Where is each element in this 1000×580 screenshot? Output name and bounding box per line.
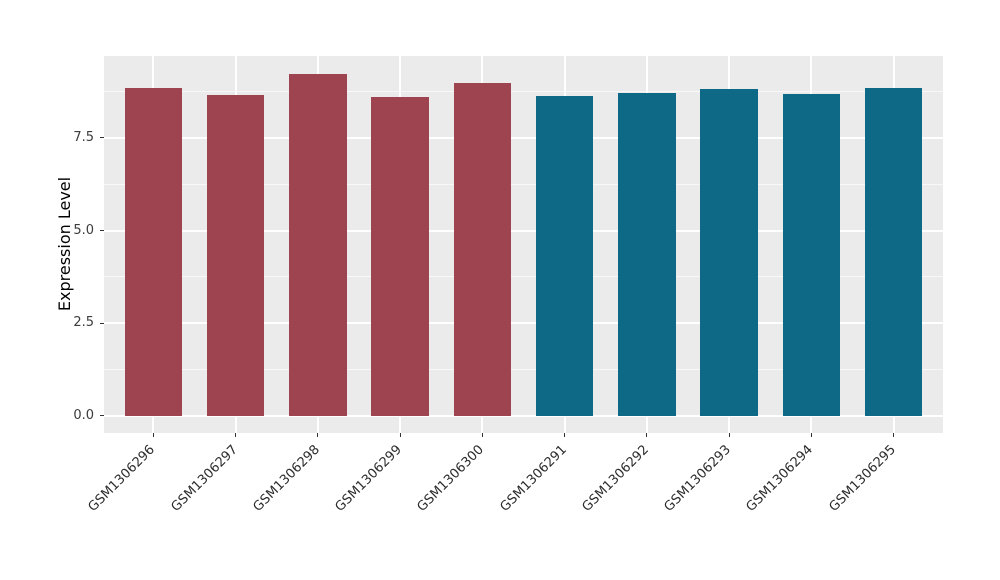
y-tick-label: 7.5: [73, 129, 94, 145]
x-tick-mark: [399, 433, 401, 437]
x-tick-mark: [235, 433, 237, 437]
x-tick-mark: [152, 433, 154, 437]
bar-GSM1306298: [289, 73, 347, 416]
bar-GSM1306299: [371, 96, 429, 416]
x-tick-mark: [646, 433, 648, 437]
bar-GSM1306295: [864, 87, 923, 416]
gridline-major: [104, 229, 943, 232]
x-tick-mark: [893, 433, 895, 437]
y-tick-label: 5.0: [73, 222, 94, 238]
y-tick-mark: [100, 322, 104, 324]
gridline-minor: [104, 369, 943, 371]
y-axis-title: Expression Level: [55, 176, 74, 312]
gridline-minor: [104, 276, 943, 278]
bar-GSM1306291: [535, 96, 594, 416]
bar-GSM1306293: [700, 88, 758, 416]
x-tick-mark: [317, 433, 319, 437]
y-tick-label: 0.0: [73, 407, 94, 423]
bar-GSM1306294: [782, 93, 841, 416]
bar-GSM1306297: [206, 94, 265, 416]
x-tick-mark: [810, 433, 812, 437]
gridline-major: [104, 414, 943, 417]
x-tick-mark: [481, 433, 483, 437]
bar-GSM1306300: [453, 83, 512, 416]
bar-GSM1306296: [124, 88, 183, 416]
gridline-minor: [104, 91, 943, 93]
gridline-major: [104, 322, 943, 325]
y-tick-mark: [100, 415, 104, 417]
y-tick-label: 2.5: [73, 315, 94, 331]
gridline-minor: [104, 183, 943, 185]
x-tick-mark: [728, 433, 730, 437]
bar-GSM1306292: [618, 93, 676, 416]
y-tick-mark: [100, 230, 104, 232]
y-tick-mark: [100, 137, 104, 139]
plot-panel: [104, 56, 943, 433]
x-tick-mark: [564, 433, 566, 437]
gridline-major: [104, 136, 943, 139]
